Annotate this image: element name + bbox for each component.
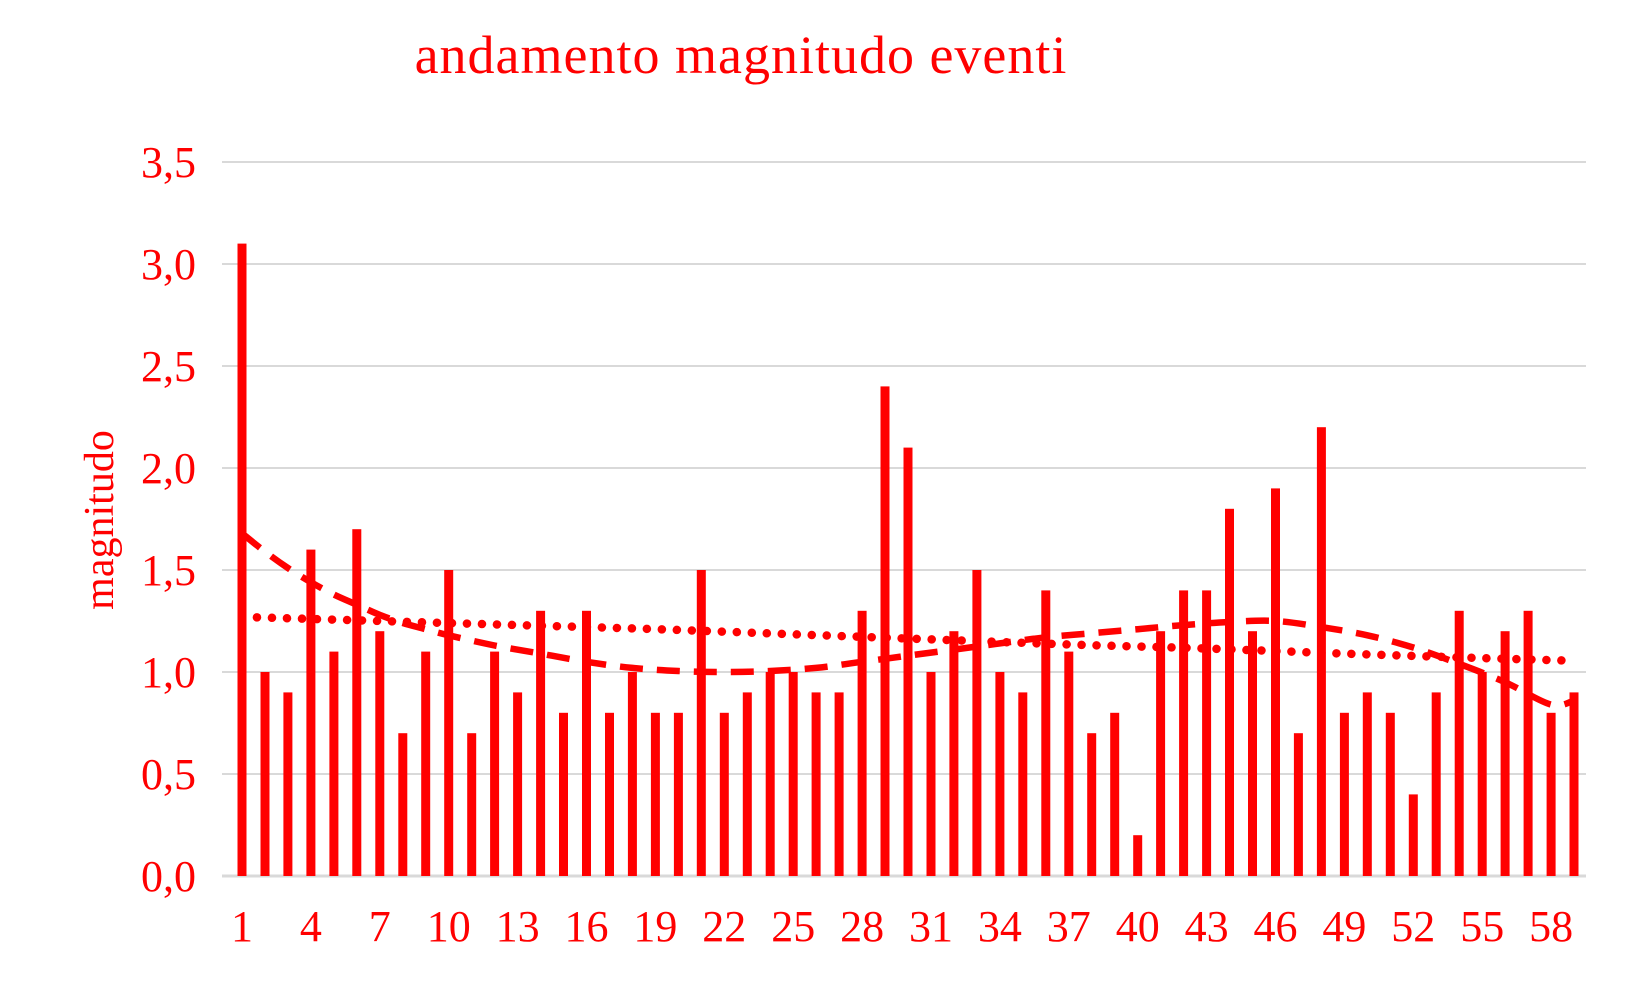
magnitude-bar[interactable]	[329, 651, 339, 876]
magnitude-bar[interactable]	[673, 712, 683, 876]
y-tick-label: 0,5	[141, 750, 196, 799]
magnitude-bar[interactable]	[1179, 590, 1189, 876]
x-tick-label: 1	[231, 902, 253, 951]
x-tick-label: 16	[565, 902, 609, 951]
x-tick-label: 49	[1322, 902, 1366, 951]
chart-title[interactable]: andamento magnitudo eventi	[414, 25, 1068, 85]
x-tick-label: 55	[1460, 902, 1504, 951]
magnitude-bar[interactable]	[1133, 835, 1143, 876]
magnitude-bar[interactable]	[582, 610, 591, 876]
magnitude-bar[interactable]	[375, 631, 385, 876]
magnitude-bar[interactable]	[1271, 488, 1280, 876]
magnitude-bar[interactable]	[1408, 794, 1418, 876]
magnitude-bar[interactable]	[926, 672, 936, 876]
magnitude-bar[interactable]	[650, 712, 660, 876]
magnitude-bar[interactable]	[811, 692, 821, 876]
magnitude-bar[interactable]	[1339, 712, 1349, 876]
magnitude-bar[interactable]	[283, 692, 293, 876]
magnitude-bar[interactable]	[1569, 692, 1579, 876]
y-tick-label: 0,0	[141, 852, 196, 901]
trend-dashed-line[interactable]	[239, 530, 1575, 709]
magnitude-bar[interactable]	[857, 610, 867, 876]
magnitude-bar[interactable]	[1248, 631, 1257, 876]
x-tick-label: 25	[771, 902, 815, 951]
magnitude-bar[interactable]	[1156, 631, 1166, 876]
y-tick-label: 1,0	[141, 648, 196, 697]
magnitude-bar[interactable]	[398, 733, 408, 876]
magnitude-bar[interactable]	[1523, 610, 1533, 876]
x-tick-label: 28	[840, 902, 884, 951]
magnitude-bar[interactable]	[1546, 712, 1556, 876]
magnitude-bar[interactable]	[1431, 692, 1441, 876]
magnitude-bar[interactable]	[352, 529, 362, 876]
trend-dotted-line[interactable]	[237, 612, 1579, 666]
x-tick-label: 40	[1116, 902, 1160, 951]
x-tick-label: 7	[369, 902, 391, 951]
magnitude-bar[interactable]	[788, 672, 798, 876]
magnitude-bar[interactable]	[765, 672, 775, 876]
magnitude-bar[interactable]	[421, 651, 431, 876]
x-tick-label: 52	[1391, 902, 1435, 951]
magnitude-bar[interactable]	[444, 570, 454, 876]
magnitude-bar[interactable]	[1064, 651, 1074, 876]
x-tick-label: 46	[1254, 902, 1298, 951]
magnitude-bar[interactable]	[1225, 508, 1234, 876]
magnitude-bar[interactable]	[260, 672, 270, 876]
x-tick-label: 34	[978, 902, 1022, 951]
x-tick-label: 19	[633, 902, 677, 951]
magnitude-bar[interactable]	[1018, 692, 1028, 876]
magnitude-bar[interactable]	[1362, 692, 1372, 876]
magnitude-bar[interactable]	[513, 692, 523, 876]
magnitude-bar[interactable]	[1202, 590, 1212, 876]
magnitude-bar[interactable]	[719, 712, 729, 876]
magnitude-bar[interactable]	[306, 549, 316, 876]
x-tick-label: 22	[702, 902, 746, 951]
x-tick-label: 10	[427, 902, 471, 951]
x-tick-label: 13	[496, 902, 540, 951]
magnitude-bar[interactable]	[995, 672, 1005, 876]
magnitude-bar[interactable]	[490, 651, 500, 876]
x-tick-label: 43	[1185, 902, 1229, 951]
y-tick-label: 1,5	[141, 546, 196, 595]
magnitude-bar[interactable]	[467, 733, 477, 876]
x-tick-label: 58	[1529, 902, 1573, 951]
magnitude-bar[interactable]	[1041, 590, 1051, 876]
magnitude-bar[interactable]	[834, 692, 844, 876]
y-tick-label: 3,0	[141, 240, 196, 289]
magnitude-bar[interactable]	[949, 631, 959, 876]
magnitude-bar[interactable]	[1385, 712, 1395, 876]
y-tick-label: 3,5	[141, 138, 196, 187]
x-tick-label: 37	[1047, 902, 1091, 951]
magnitude-bar[interactable]	[1477, 672, 1487, 876]
y-tick-label: 2,0	[141, 444, 196, 493]
magnitude-bar[interactable]	[1293, 733, 1303, 876]
magnitude-bar[interactable]	[880, 386, 890, 876]
magnitude-bar[interactable]	[1500, 631, 1510, 876]
magnitude-bar[interactable]	[972, 570, 982, 876]
x-tick-label: 4	[300, 902, 322, 951]
magnitude-bar[interactable]	[605, 712, 614, 876]
y-tick-label: 2,5	[141, 342, 196, 391]
magnitude-bar[interactable]	[237, 243, 247, 877]
magnitude-bar[interactable]	[536, 610, 546, 876]
magnitude-bar[interactable]	[742, 692, 752, 876]
x-tick-label: 31	[909, 902, 953, 951]
magnitude-bar[interactable]	[696, 570, 706, 876]
magnitude-bar[interactable]	[1454, 610, 1464, 876]
magnitude-bar[interactable]	[1087, 733, 1097, 876]
magnitude-bar[interactable]	[627, 672, 637, 876]
magnitude-bar[interactable]	[1110, 712, 1120, 876]
magnitude-bar[interactable]	[903, 447, 913, 876]
magnitude-bar[interactable]	[559, 712, 568, 876]
